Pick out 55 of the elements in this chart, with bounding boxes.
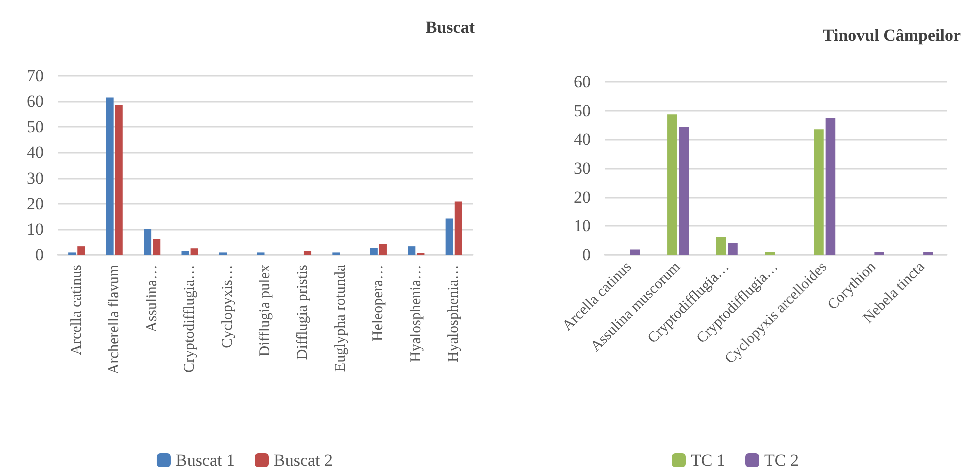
y-tick-label: 20 — [574, 188, 591, 207]
bar — [115, 105, 123, 255]
x-tick-label: Arcella catinus — [68, 264, 85, 356]
y-tick-label: 60 — [574, 72, 591, 92]
bar — [679, 126, 690, 255]
bar — [379, 244, 387, 255]
x-tick-label: Cryptodifflugia… — [182, 265, 198, 374]
x-tick-label: Hyalosphenia… — [408, 265, 424, 362]
bar — [765, 252, 776, 255]
bar — [874, 252, 884, 255]
y-tick-label: 20 — [27, 194, 44, 214]
bar — [716, 237, 726, 255]
bar — [78, 246, 86, 255]
y-tick-label: 40 — [27, 143, 44, 162]
y-tick-label: 60 — [27, 92, 44, 112]
bar — [814, 130, 824, 255]
y-tick-label: 50 — [27, 118, 44, 137]
chart-title: Buscat — [426, 18, 476, 37]
bar — [370, 248, 378, 255]
x-tick-label: Assulina… — [144, 265, 160, 332]
chart-title: Tinovul Câmpeilor — [822, 26, 962, 45]
x-tick-label: Archerella flavum — [106, 264, 123, 375]
x-tick-label: Cyclopyxis… — [220, 265, 236, 348]
y-tick-label: 50 — [574, 101, 591, 120]
bar — [446, 218, 454, 255]
y-tick-label: 0 — [582, 246, 591, 264]
x-tick-label: Heleopera… — [370, 265, 387, 342]
bar — [190, 248, 198, 255]
x-tick-label: Difflugia pristis — [295, 264, 312, 360]
bar — [153, 239, 161, 255]
bar — [304, 251, 312, 255]
y-tick-label: 70 — [27, 66, 44, 86]
bar — [182, 251, 190, 255]
legend-label: TC 1 — [691, 451, 726, 470]
legend-label: Buscat 1 — [176, 451, 236, 470]
bar — [408, 246, 416, 255]
bar — [728, 243, 738, 255]
y-tick-label: 10 — [27, 220, 44, 239]
x-tick-label: Euglypha rotunda — [332, 264, 349, 372]
y-tick-label: 40 — [574, 130, 591, 150]
x-tick-label: Difflugia pulex — [258, 264, 274, 357]
legend-label: Buscat 2 — [274, 451, 334, 470]
y-tick-label: 10 — [574, 216, 591, 236]
bar — [454, 202, 462, 255]
bar — [630, 250, 640, 255]
y-tick-label: 30 — [574, 159, 591, 178]
bar — [106, 98, 114, 255]
legend-label: TC 2 — [764, 451, 799, 470]
y-tick-label: 0 — [36, 246, 44, 264]
bar — [144, 229, 152, 255]
x-tick-label: Hyalosphenia… — [446, 265, 462, 362]
bar — [668, 114, 678, 255]
y-tick-label: 30 — [27, 168, 44, 188]
bar — [826, 118, 836, 255]
bar — [924, 252, 934, 255]
